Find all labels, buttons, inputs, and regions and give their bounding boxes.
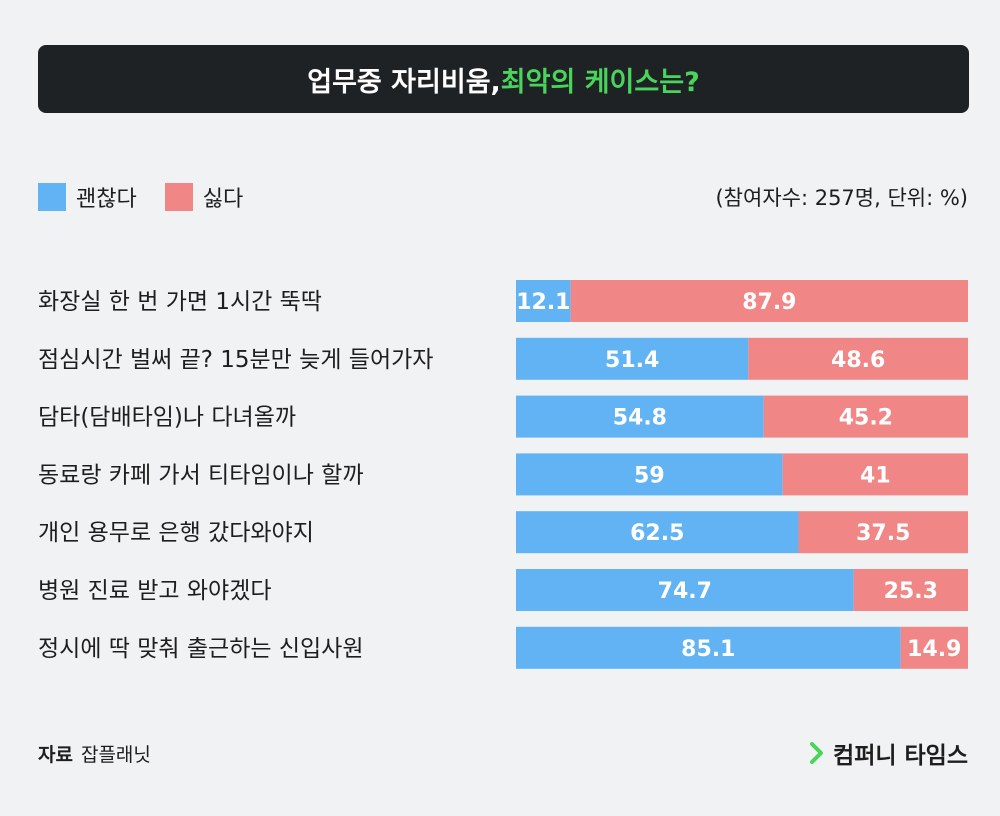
- chart-title: 업무중 자리비움, 최악의 케이스는?: [38, 45, 969, 113]
- value-label-dislike: 25.3: [884, 579, 938, 604]
- legend: 괜찮다 싫다: [38, 180, 271, 214]
- bar-dislike: [853, 569, 968, 611]
- chevron-right-icon: [810, 742, 824, 764]
- bar-ok: [516, 337, 749, 380]
- value-label-dislike: 45.2: [839, 406, 893, 431]
- value-label-dislike: 41: [860, 463, 891, 488]
- bar-dislike: [570, 280, 968, 322]
- bar-ok: [516, 453, 783, 496]
- source-label: 자료: [38, 744, 73, 766]
- bar-dislike: [798, 511, 968, 554]
- category-label: 정시에 딱 맞춰 출근하는 신입사원: [38, 636, 363, 662]
- category-label: 개인 용무로 은행 갔다와야지: [38, 520, 314, 546]
- legend-dislike-swatch: [164, 183, 193, 211]
- title-plain: 업무중 자리비움,: [307, 66, 501, 98]
- legend-ok-label: 괜찮다: [76, 187, 137, 212]
- category-label: 병원 진료 받고 와야겠다: [38, 578, 272, 604]
- value-label-ok: 62.5: [630, 521, 684, 546]
- category-label: 점심시간 벌써 끝? 15분만 늦게 들어가자: [38, 347, 433, 373]
- value-label-ok: 51.4: [605, 348, 659, 373]
- value-label-dislike: 14.9: [907, 637, 961, 662]
- title-highlight: 최악의 케이스는?: [500, 66, 700, 98]
- bar-ok: [516, 511, 799, 554]
- value-label-dislike: 87.9: [742, 290, 796, 315]
- bar-dislike: [763, 395, 968, 438]
- value-label-ok: 85.1: [681, 637, 735, 662]
- value-label-ok: 74.7: [658, 579, 712, 604]
- source-value: 잡플래닛: [80, 744, 151, 766]
- category-label: 화장실 한 번 가면 1시간 뚝딱: [38, 289, 322, 315]
- brand-name: 컴퍼니 타임스: [833, 743, 968, 769]
- value-label-ok: 12.1: [516, 290, 570, 315]
- bar-dislike: [900, 626, 968, 669]
- bar-ok: [516, 280, 571, 322]
- value-label-dislike: 48.6: [831, 348, 885, 373]
- bar-ok: [516, 626, 901, 669]
- bar-dislike: [782, 453, 968, 496]
- legend-dislike-label: 싫다: [202, 187, 244, 212]
- brand-logo: 컴퍼니 타임스: [809, 736, 968, 770]
- value-label-ok: 59: [634, 463, 665, 488]
- bar-ok: [516, 395, 764, 438]
- value-label-ok: 54.8: [613, 406, 667, 431]
- bar-ok: [516, 569, 854, 611]
- source: 자료 잡플래닛: [38, 740, 151, 767]
- participants-note: (참여자수: 257명, 단위: %): [715, 186, 968, 210]
- value-label-dislike: 37.5: [856, 521, 910, 546]
- category-label: 담타(담배타임)나 다녀올까: [38, 405, 296, 431]
- bar-dislike: [748, 337, 968, 380]
- category-label: 동료랑 카페 가서 티타임이나 할까: [38, 462, 363, 488]
- legend-ok-swatch: [38, 183, 66, 211]
